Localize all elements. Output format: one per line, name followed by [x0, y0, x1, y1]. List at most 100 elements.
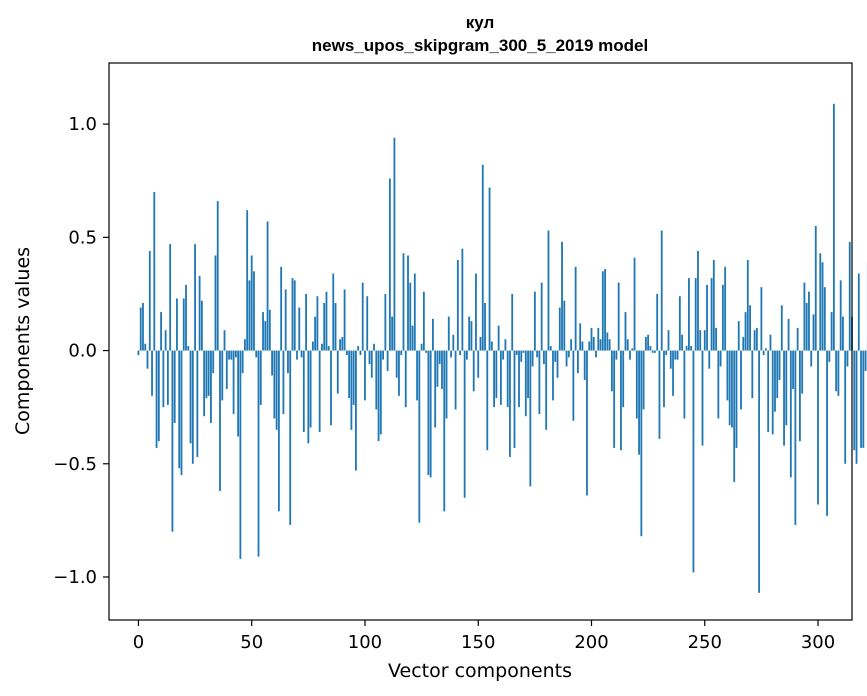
bar-210 [613, 350, 616, 448]
bar-207 [606, 332, 609, 351]
bar-282 [776, 350, 779, 399]
bar-9 [157, 350, 160, 442]
bar-112 [391, 316, 394, 351]
bar-169 [520, 350, 523, 362]
bar-158 [495, 350, 498, 399]
bar-17 [176, 298, 178, 351]
bar-153 [484, 303, 486, 351]
bar-233 [665, 350, 668, 356]
bar-138 [450, 350, 452, 358]
bar-66 [287, 350, 289, 374]
bar-49 [248, 280, 251, 351]
bar-139 [452, 334, 455, 351]
bar-40 [228, 350, 230, 360]
bar-209 [610, 350, 613, 392]
x-tick-label-200: 200 [574, 632, 608, 653]
bar-129 [429, 350, 432, 478]
bar-61 [275, 350, 278, 430]
bar-319 [860, 350, 862, 448]
bar-253 [710, 278, 713, 351]
bar-86 [332, 273, 335, 351]
bar-105 [375, 350, 378, 410]
bar-289 [792, 350, 795, 390]
bar-224 [644, 336, 647, 351]
bar-265 [737, 321, 740, 351]
bar-281 [774, 350, 776, 412]
bar-118 [404, 350, 407, 408]
bar-250 [703, 330, 706, 351]
bar-47 [244, 339, 246, 351]
bar-117 [402, 253, 405, 351]
bar-109 [384, 293, 387, 351]
bar-256 [717, 350, 720, 419]
bar-116 [400, 350, 403, 356]
bar-7 [153, 192, 156, 351]
bar-20 [182, 298, 185, 351]
bar-201 [592, 336, 595, 351]
bar-198 [586, 350, 588, 496]
bar-76 [309, 350, 312, 428]
bar-257 [719, 350, 722, 367]
bar-230 [658, 350, 661, 439]
bar-231 [660, 230, 663, 351]
bar-149 [475, 273, 477, 351]
bar-4 [146, 350, 149, 369]
bar-268 [744, 312, 747, 351]
x-tick-label-250: 250 [688, 632, 722, 653]
bar-293 [801, 350, 804, 394]
x-tick-label-300: 300 [801, 632, 835, 653]
bar-164 [509, 350, 511, 457]
y-tick-label-3: 0.5 [68, 227, 97, 248]
bar-261 [728, 350, 731, 426]
bar-38 [223, 330, 226, 351]
bar-274 [758, 350, 761, 593]
bar-225 [647, 334, 650, 351]
bar-166 [513, 350, 516, 448]
bar-81 [321, 343, 323, 351]
bar-311 [842, 316, 844, 351]
y-tick-label-1: −0.5 [53, 454, 97, 475]
bar-239 [678, 296, 681, 351]
bar-151 [479, 336, 482, 351]
bar-312 [844, 350, 847, 464]
bar-276 [762, 350, 765, 356]
bar-212 [617, 282, 620, 351]
bar-21 [185, 284, 187, 351]
bar-101 [366, 296, 369, 351]
bar-137 [447, 316, 450, 351]
bar-306 [830, 312, 833, 351]
bar-67 [289, 350, 292, 525]
bar-64 [282, 350, 285, 414]
x-tick-label-50: 50 [240, 632, 263, 653]
bar-254 [712, 259, 715, 351]
bar-126 [422, 291, 425, 351]
bar-127 [425, 350, 428, 353]
bar-264 [735, 350, 738, 448]
bar-111 [388, 178, 391, 351]
bar-51 [253, 271, 255, 351]
bar-300 [817, 350, 819, 505]
bar-292 [798, 350, 801, 442]
bar-165 [511, 293, 514, 351]
bar-299 [814, 226, 817, 351]
bar-288 [789, 350, 792, 478]
bar-298 [812, 314, 815, 351]
bar-290 [794, 350, 797, 525]
bar-238 [676, 350, 679, 360]
bar-243 [688, 278, 690, 351]
bar-242 [685, 346, 688, 351]
bar-304 [826, 350, 828, 516]
bar-131 [434, 350, 437, 428]
bar-221 [638, 350, 640, 455]
bar-316 [853, 350, 856, 451]
y-axis-label: Components values [12, 247, 34, 435]
bar-215 [624, 312, 627, 351]
bar-45 [239, 350, 242, 559]
bar-70 [296, 350, 298, 360]
bar-159 [497, 325, 500, 351]
bar-167 [515, 350, 518, 356]
bar-216 [626, 339, 629, 351]
bar-74 [305, 293, 307, 351]
bar-97 [357, 346, 360, 351]
bar-246 [694, 278, 697, 351]
